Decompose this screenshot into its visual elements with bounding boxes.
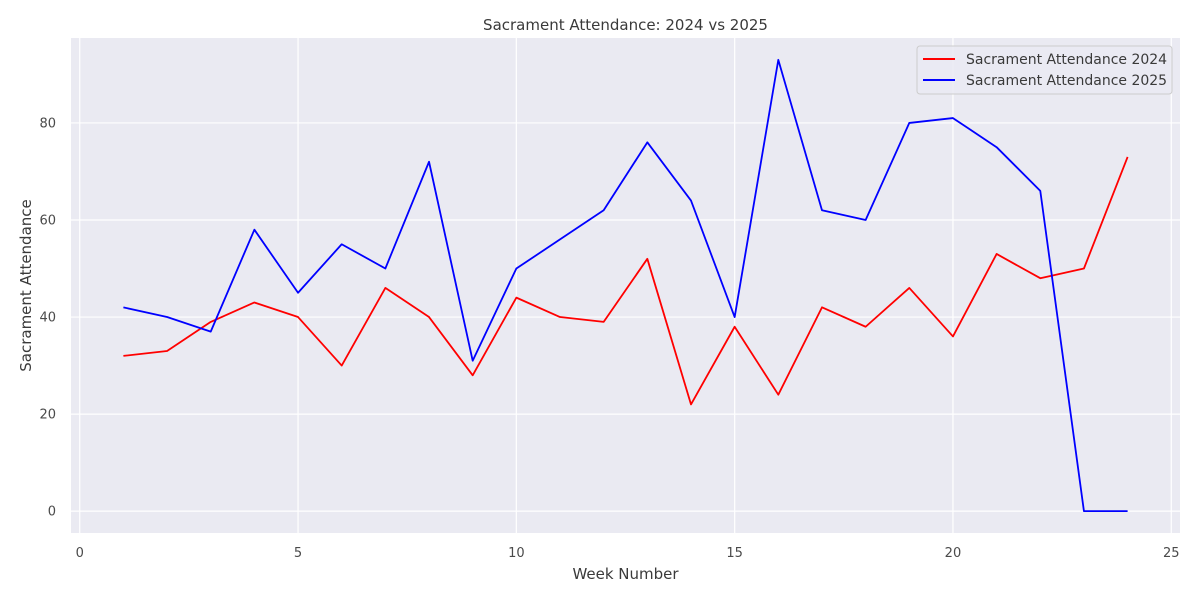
- y-tick-label: 0: [48, 505, 56, 520]
- x-axis-label: Week Number: [572, 565, 679, 583]
- legend-label-2025: Sacrament Attendance 2025: [966, 73, 1167, 89]
- legend-label-2024: Sacrament Attendance 2024: [966, 52, 1167, 68]
- y-tick-label: 20: [39, 408, 56, 423]
- series-lines: [123, 58, 1129, 513]
- x-tick-label: 15: [726, 546, 743, 561]
- plot-area: [71, 38, 1180, 533]
- chart-title: Sacrament Attendance: 2024 vs 2025: [483, 16, 768, 34]
- y-axis-label: Sacrament Attendance: [17, 199, 35, 372]
- y-axis-ticks: 0 20 40 60 80: [39, 116, 56, 519]
- series-line-2024: [123, 156, 1129, 406]
- x-tick-label: 5: [294, 546, 302, 561]
- grid: [71, 38, 1180, 533]
- x-tick-label: 20: [945, 546, 962, 561]
- legend-box: [916, 45, 1173, 95]
- y-tick-label: 60: [39, 213, 56, 228]
- x-axis-ticks: 0 5 10 15 20 25: [76, 546, 1180, 561]
- y-tick-label: 40: [39, 311, 56, 326]
- y-tick-label: 80: [39, 116, 56, 131]
- x-tick-label: 25: [1163, 546, 1180, 561]
- series-line-2025: [123, 58, 1128, 513]
- x-tick-label: 10: [508, 546, 525, 561]
- x-tick-label: 0: [76, 546, 84, 561]
- legend: Sacrament Attendance 2024 Sacrament Atte…: [916, 45, 1173, 95]
